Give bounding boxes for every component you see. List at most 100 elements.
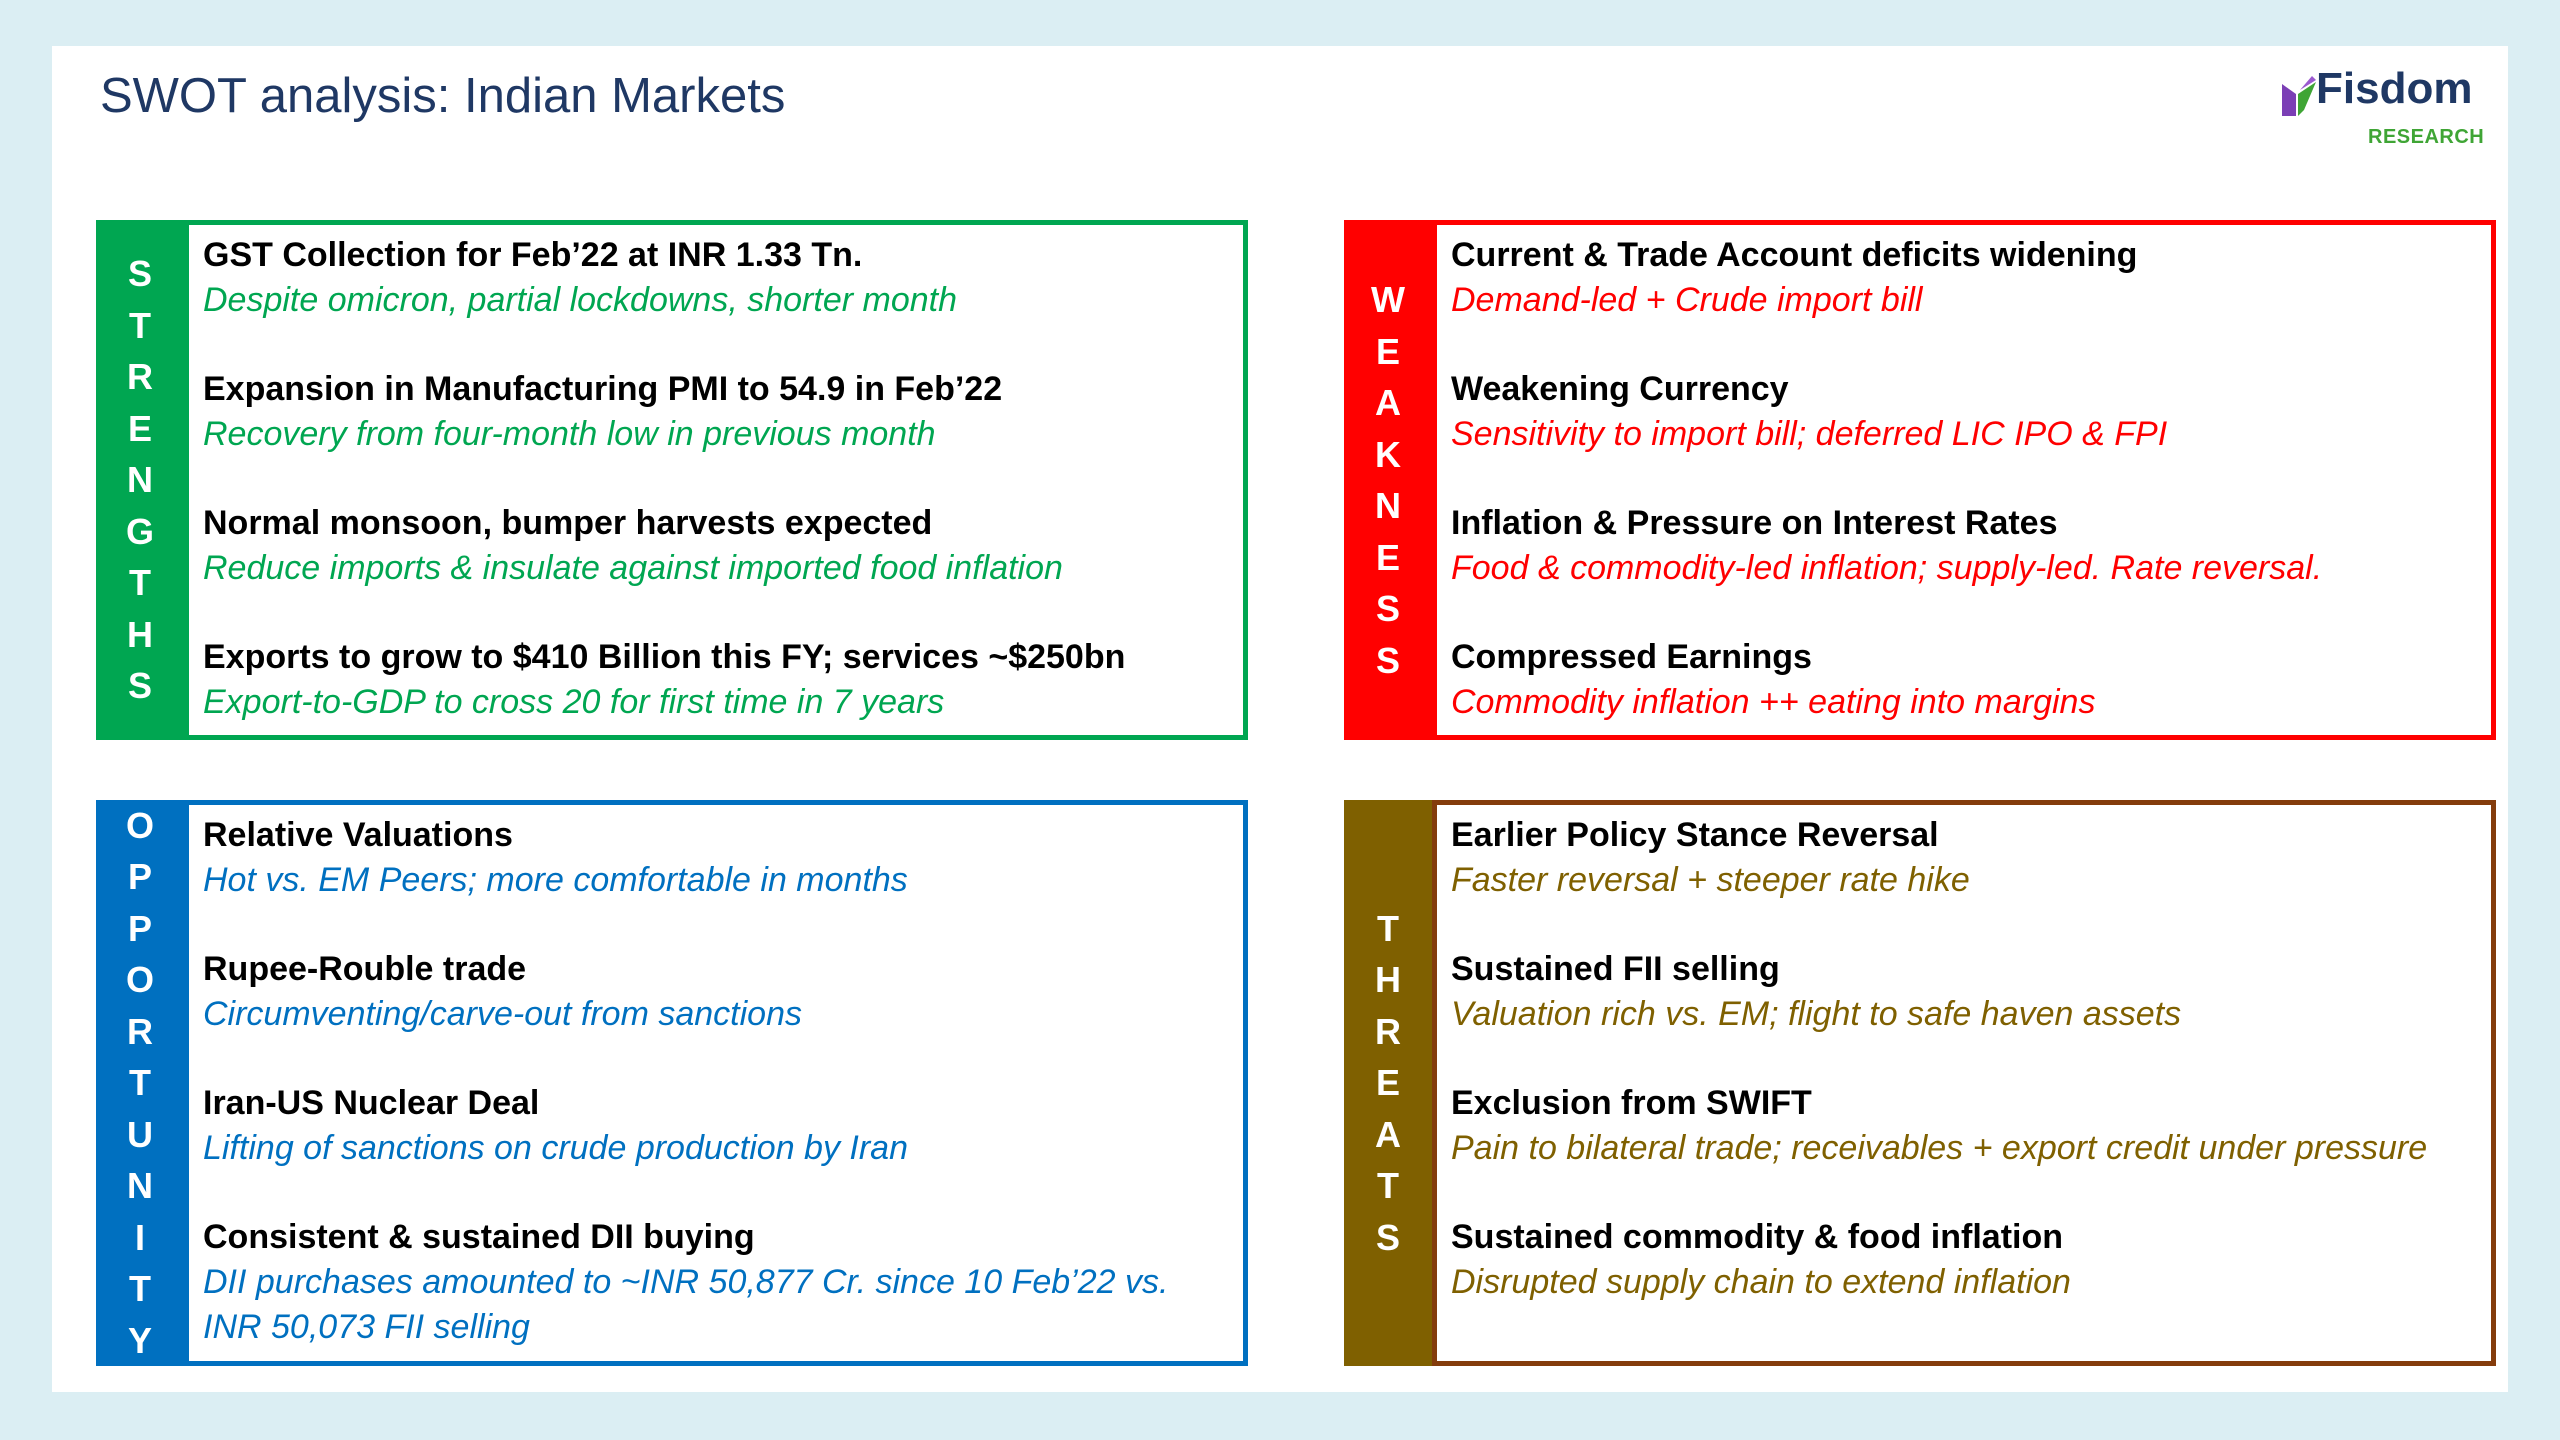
weaknesses-content: Current & Trade Account deficits widenin… <box>1432 220 2496 740</box>
item-detail: Hot vs. EM Peers; more comfortable in mo… <box>203 861 908 899</box>
band-letter: S <box>127 253 152 295</box>
item-heading: Earlier Policy Stance Reversal <box>1451 816 1939 854</box>
strengths-label-band: S T R E N G T H S <box>96 220 184 740</box>
band-letter: T <box>129 1268 151 1310</box>
band-letter: E <box>1375 1062 1400 1104</box>
band-letter: R <box>127 1010 153 1052</box>
item-heading: Normal monsoon, bumper harvests expected <box>203 504 933 542</box>
list-item: Exclusion from SWIFT Pain to bilateral t… <box>1451 1081 2471 1171</box>
list-item: GST Collection for Feb’22 at INR 1.33 Tn… <box>203 233 1223 323</box>
item-detail: Commodity inflation ++ eating into margi… <box>1451 683 2096 721</box>
list-item: Sustained commodity & food inflation Dis… <box>1451 1215 2471 1305</box>
band-letter: E <box>127 407 152 449</box>
band-letter: T <box>1377 1165 1399 1207</box>
band-letter: S <box>127 665 152 707</box>
threats-content: Earlier Policy Stance Reversal Faster re… <box>1432 800 2496 1366</box>
item-heading: Sustained commodity & food inflation <box>1451 1218 2063 1256</box>
item-detail: Demand-led + Crude import bill <box>1451 281 1923 319</box>
item-detail: Circumventing/carve-out from sanctions <box>203 995 803 1033</box>
list-item: Consistent & sustained DII buying DII pu… <box>203 1215 1223 1350</box>
item-detail: Despite omicron, partial lockdowns, shor… <box>203 281 957 319</box>
item-detail: Recovery from four-month low in previous… <box>203 415 936 453</box>
item-detail: Disrupted supply chain to extend inflati… <box>1451 1263 2071 1301</box>
list-item: Expansion in Manufacturing PMI to 54.9 i… <box>203 367 1223 457</box>
item-heading: Inflation & Pressure on Interest Rates <box>1451 504 2058 542</box>
band-letter: N <box>127 459 153 501</box>
item-heading: Compressed Earnings <box>1451 638 1812 676</box>
band-letter: W <box>1371 279 1405 320</box>
strengths-content: GST Collection for Feb’22 at INR 1.33 Tn… <box>184 220 1248 740</box>
band-letter: U <box>127 1113 153 1155</box>
strengths-quadrant: S T R E N G T H S GST Collection for Feb… <box>96 220 1248 740</box>
band-letter: T <box>129 304 151 346</box>
band-letter: P <box>127 907 152 949</box>
weaknesses-quadrant: W E A K N E S S Current & Trade Account … <box>1344 220 2496 740</box>
list-item: Weakening Currency Sensitivity to import… <box>1451 367 2471 457</box>
item-detail: Faster reversal + steeper rate hike <box>1451 861 1970 899</box>
band-letter: A <box>1375 1113 1401 1155</box>
logo-subtitle: RESEARCH <box>2368 126 2485 148</box>
opportunity-label-band: O P P O R T U N I T Y <box>96 800 184 1366</box>
band-letter: N <box>127 1165 153 1207</box>
band-letter: H <box>1375 959 1401 1001</box>
band-letter: S <box>1375 1216 1400 1258</box>
item-heading: Weakening Currency <box>1451 370 1789 408</box>
list-item: Relative Valuations Hot vs. EM Peers; mo… <box>203 813 1223 903</box>
item-heading: Rupee-Rouble trade <box>203 950 527 988</box>
item-detail: Valuation rich vs. EM; flight to safe ha… <box>1451 995 2182 1033</box>
item-heading: Expansion in Manufacturing PMI to 54.9 i… <box>203 370 1003 408</box>
threats-quadrant: T H R E A T S Earlier Policy Stance Reve… <box>1344 800 2496 1366</box>
item-detail: Sensitivity to import bill; deferred LIC… <box>1451 415 2168 453</box>
item-detail: Reduce imports & insulate against import… <box>203 549 1063 587</box>
band-letter: K <box>1375 433 1401 475</box>
band-letter: R <box>127 356 153 398</box>
band-letter: H <box>127 613 153 655</box>
item-detail: DII purchases amounted to ~INR 50,877 Cr… <box>203 1263 1169 1346</box>
list-item: Inflation & Pressure on Interest Rates F… <box>1451 501 2471 591</box>
item-heading: Consistent & sustained DII buying <box>203 1218 755 1256</box>
band-letter: O <box>125 959 154 1001</box>
list-item: Exports to grow to $410 Billion this FY;… <box>203 635 1223 725</box>
list-item: Normal monsoon, bumper harvests expected… <box>203 501 1223 591</box>
item-heading: Current & Trade Account deficits widenin… <box>1451 236 2138 274</box>
item-heading: Relative Valuations <box>203 816 513 854</box>
band-letter: Y <box>127 1319 152 1361</box>
band-letter: S <box>1375 588 1400 629</box>
fisdom-leaf-icon <box>2282 76 2316 116</box>
item-heading: Exports to grow to $410 Billion this FY;… <box>203 638 1126 676</box>
band-letter: G <box>125 510 154 552</box>
logo-name: Fisdom <box>2316 64 2473 113</box>
band-letter: T <box>1377 907 1399 949</box>
band-letter: P <box>127 856 152 898</box>
list-item: Sustained FII selling Valuation rich vs.… <box>1451 947 2471 1037</box>
threats-label-band: T H R E A T S <box>1344 800 1432 1366</box>
weaknesses-label-band: W E A K N E S S <box>1344 220 1432 740</box>
list-item: Iran-US Nuclear Deal Lifting of sanction… <box>203 1081 1223 1171</box>
band-letter: E <box>1375 330 1400 372</box>
band-letter: T <box>129 562 151 604</box>
list-item: Current & Trade Account deficits widenin… <box>1451 233 2471 323</box>
item-detail: Lifting of sanctions on crude production… <box>203 1129 908 1167</box>
item-heading: GST Collection for Feb’22 at INR 1.33 Tn… <box>203 236 863 274</box>
page-title: SWOT analysis: Indian Markets <box>100 69 786 123</box>
band-letter: R <box>1375 1010 1401 1052</box>
list-item: Compressed Earnings Commodity inflation … <box>1451 635 2471 725</box>
opportunity-content: Relative Valuations Hot vs. EM Peers; mo… <box>184 800 1248 1366</box>
item-detail: Food & commodity-led inflation; supply-l… <box>1451 549 2323 587</box>
list-item: Rupee-Rouble trade Circumventing/carve-o… <box>203 947 1223 1037</box>
item-heading: Exclusion from SWIFT <box>1451 1084 1812 1122</box>
item-heading: Sustained FII selling <box>1451 950 1780 988</box>
item-heading: Iran-US Nuclear Deal <box>203 1084 540 1122</box>
band-letter: I <box>134 1216 145 1258</box>
band-letter: A <box>1375 382 1401 423</box>
band-letter: S <box>1375 639 1400 681</box>
band-letter: O <box>125 804 154 846</box>
fisdom-logo: Fisdom RESEARCH <box>2278 64 2488 164</box>
item-detail: Pain to bilateral trade; receivables + e… <box>1451 1129 2428 1167</box>
slide: SWOT analysis: Indian Markets Fisdom RES… <box>52 46 2508 1392</box>
opportunity-quadrant: O P P O R T U N I T Y Relative Valuation… <box>96 800 1248 1366</box>
item-detail: Export-to-GDP to cross 20 for first time… <box>203 683 945 721</box>
list-item: Earlier Policy Stance Reversal Faster re… <box>1451 813 2471 903</box>
band-letter: T <box>129 1062 151 1104</box>
band-letter: N <box>1375 485 1401 526</box>
